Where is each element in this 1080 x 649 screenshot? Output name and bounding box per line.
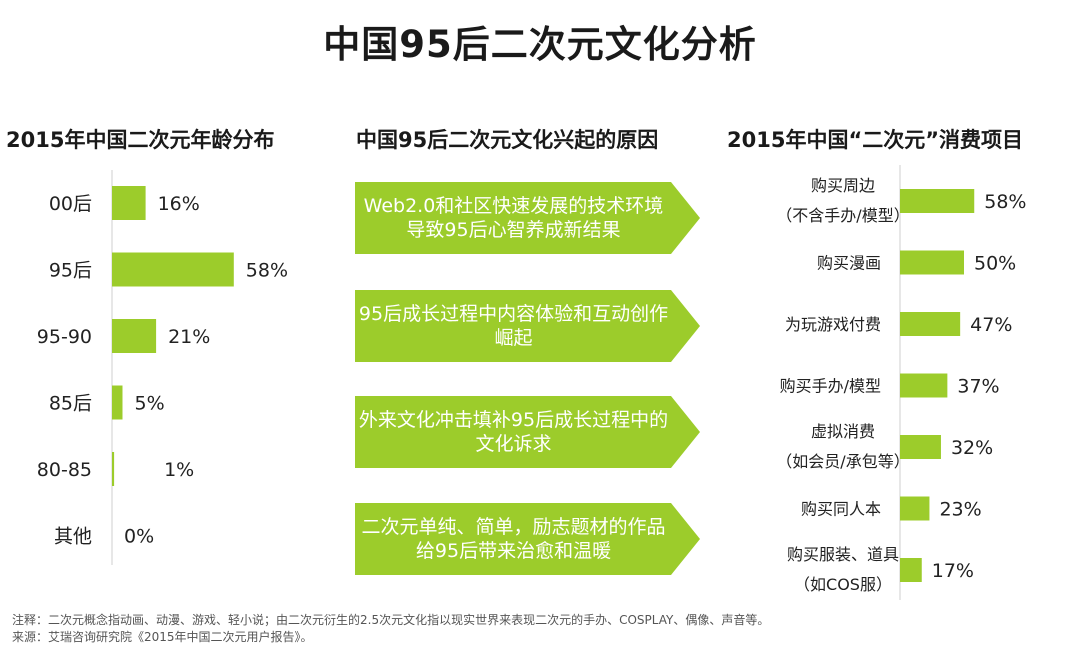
category-label: 95后 <box>49 260 92 282</box>
bar <box>900 250 964 275</box>
source-text: 来源：艾瑞咨询研究院《2015年中国二次元用户报告》。 <box>12 630 313 644</box>
data-label: 16% <box>158 193 200 215</box>
category-label: 购买漫画 <box>817 254 881 273</box>
bar <box>112 319 157 353</box>
consumption-chart: 购买周边 （不含手办/模型） 58% 购买漫画 50% 为玩游戏付费 47% 购买手办/模型 3… <box>776 165 1026 600</box>
bar <box>900 435 941 459</box>
category-label: 购买手办/模型 <box>780 377 881 396</box>
data-label: 37% <box>957 376 999 398</box>
data-label: 21% <box>168 326 210 348</box>
category-label: 00后 <box>49 193 92 215</box>
consumption-chart-title: 2015年中国“二次元”消费项目 <box>727 128 1024 152</box>
bar <box>900 496 930 521</box>
data-label: 50% <box>974 253 1016 275</box>
footnotes: 注释：二次元概念指动画、动漫、游戏、轻小说；由二次元衍生的2.5次元文化指以现实… <box>12 612 769 646</box>
reasons-title: 中国95后二次元文化兴起的原因 <box>356 128 659 152</box>
bar <box>900 189 975 213</box>
category-label: 购买周边 <box>811 176 875 195</box>
data-label: 0% <box>124 526 154 548</box>
bar <box>900 558 922 582</box>
data-label: 58% <box>246 260 288 282</box>
bar <box>112 452 115 486</box>
category-label: 85后 <box>49 393 92 415</box>
age-chart-title: 2015年中国二次元年龄分布 <box>6 128 275 152</box>
data-label: 1% <box>164 459 194 481</box>
category-label: 80-85 <box>37 459 92 481</box>
reason-item: 外来文化冲击填补95后成长过程中的文化诉求 <box>355 396 700 468</box>
reason-item: Web2.0和社区快速发展的技术环境导致95后心智养成新结果 <box>355 182 700 254</box>
category-sublabel: （如COS服） <box>794 575 892 594</box>
bar <box>900 312 961 336</box>
category-label: 购买服装、道具 <box>787 545 899 564</box>
reason-item: 95后成长过程中内容体验和互动创作崛起 <box>355 290 700 362</box>
data-label: 23% <box>939 499 981 521</box>
data-label: 47% <box>970 314 1012 336</box>
data-label: 32% <box>951 437 993 459</box>
reason-text: Web2.0和社区快速发展的技术环境导致95后心智养成新结果 <box>363 195 664 241</box>
reason-text: 95后成长过程中内容体验和互动创作崛起 <box>358 303 669 349</box>
page-title: 中国95后二次元文化分析 <box>323 23 757 66</box>
bar <box>112 385 123 420</box>
category-label: 购买同人本 <box>801 500 881 519</box>
reason-item: 二次元单纯、简单，励志题材的作品给95后带来治愈和温暖 <box>355 503 700 575</box>
bar <box>112 186 146 220</box>
category-label: 95-90 <box>37 326 92 348</box>
category-label: 为玩游戏付费 <box>785 315 881 334</box>
data-label: 17% <box>932 560 974 582</box>
data-label: 5% <box>135 393 165 415</box>
data-label: 58% <box>984 191 1026 213</box>
bar <box>900 373 948 398</box>
age-distribution-chart: 00后 16% 95后 58% 95-90 21% 85后 5% 80-85 1% 其他 0% <box>37 170 288 565</box>
category-sublabel: （不含手办/模型） <box>776 206 909 225</box>
reason-text: 二次元单纯、简单，励志题材的作品给95后带来治愈和温暖 <box>361 516 666 562</box>
category-label: 虚拟消费 <box>811 422 875 441</box>
bar <box>112 252 234 287</box>
reason-text: 外来文化冲击填补95后成长过程中的文化诉求 <box>358 409 669 455</box>
category-label: 其他 <box>54 526 92 548</box>
note-text: 注释：二次元概念指动画、动漫、游戏、轻小说；由二次元衍生的2.5次元文化指以现实… <box>12 613 770 627</box>
category-sublabel: （如会员/承包等） <box>776 452 909 471</box>
